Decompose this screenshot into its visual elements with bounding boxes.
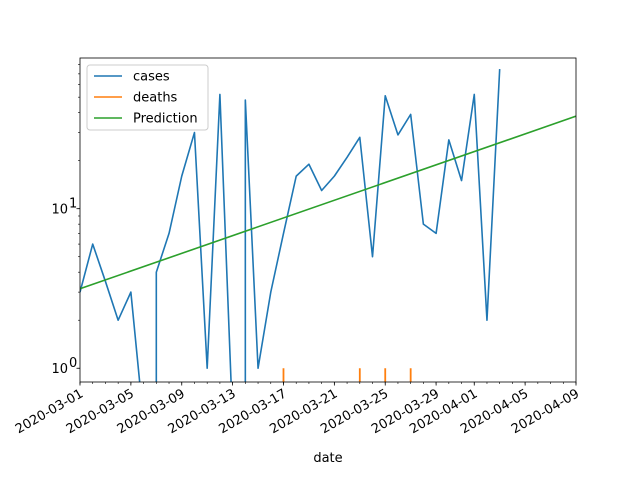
series-layer: [80, 69, 576, 382]
cases-series-line: [80, 69, 501, 382]
legend-label-deaths: deaths: [133, 91, 178, 106]
legend-box: [86, 64, 209, 131]
y-tick-exponent: 1: [69, 197, 77, 212]
y-tick-label: 10: [51, 203, 68, 218]
x-axis-label: date: [313, 451, 342, 466]
legend-label-cases: cases: [133, 70, 170, 85]
y-tick-label: 10: [51, 362, 68, 377]
y-tick-exponent: 0: [69, 356, 77, 371]
plot-frame: [79, 57, 577, 383]
legend-label-prediction: Prediction: [133, 112, 198, 127]
prediction-series-line: [80, 115, 576, 290]
legend: cases deaths Prediction: [86, 64, 209, 131]
